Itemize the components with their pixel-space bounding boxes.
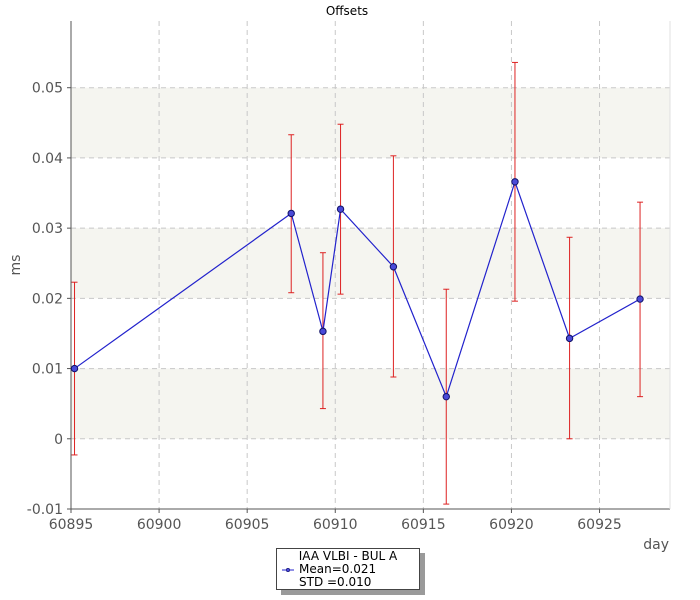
axes xyxy=(67,21,671,513)
plot-band xyxy=(71,87,670,158)
data-point xyxy=(70,364,79,373)
data-point xyxy=(442,392,450,401)
x-tick-label: 60920 xyxy=(489,517,534,533)
plot-band xyxy=(71,368,670,439)
legend-title: IAA VLBI - BUL A xyxy=(298,549,398,563)
plot-bands xyxy=(71,87,670,439)
y-tick-label: 0 xyxy=(54,432,63,448)
legend-mean: Mean=0.021 xyxy=(299,562,377,576)
y-tick-label: -0.01 xyxy=(27,502,63,518)
y-tick-label: 0.02 xyxy=(32,291,63,307)
grid-lines xyxy=(70,21,670,510)
x-tick-label: 60915 xyxy=(401,517,446,533)
x-tick-label: 60925 xyxy=(577,517,622,533)
x-tick-labels: 60895 60900 60905 60910 60915 60920 60925 xyxy=(49,517,622,533)
y-tick-labels: -0.01 0 0.01 0.02 0.03 0.04 0.05 xyxy=(27,81,63,518)
data-points xyxy=(70,178,644,401)
y-tick-label: 0.03 xyxy=(32,221,63,237)
legend-std: STD =0.010 xyxy=(299,575,372,589)
data-point xyxy=(336,205,345,213)
data-point xyxy=(636,295,644,303)
y-tick-label: 0.05 xyxy=(32,81,63,97)
chart-title: Offsets xyxy=(326,4,368,18)
plot-band xyxy=(71,228,670,299)
x-tick-label: 60900 xyxy=(137,517,182,533)
data-point xyxy=(287,209,295,218)
data-point xyxy=(511,178,519,186)
y-axis-label: ms xyxy=(8,255,24,276)
legend: IAA VLBI - BUL A Mean=0.021 STD =0.010 xyxy=(276,548,420,590)
x-tick-label: 60910 xyxy=(313,517,358,533)
data-point xyxy=(319,327,327,336)
data-point xyxy=(389,263,398,271)
y-tick-label: 0.01 xyxy=(32,362,63,378)
legend-marker-icon xyxy=(282,568,294,572)
x-axis-label: day xyxy=(643,537,669,553)
data-point xyxy=(565,334,574,343)
x-tick-label: 60905 xyxy=(225,517,270,533)
y-tick-label: 0.04 xyxy=(32,151,63,167)
x-tick-label: 60895 xyxy=(49,517,94,533)
